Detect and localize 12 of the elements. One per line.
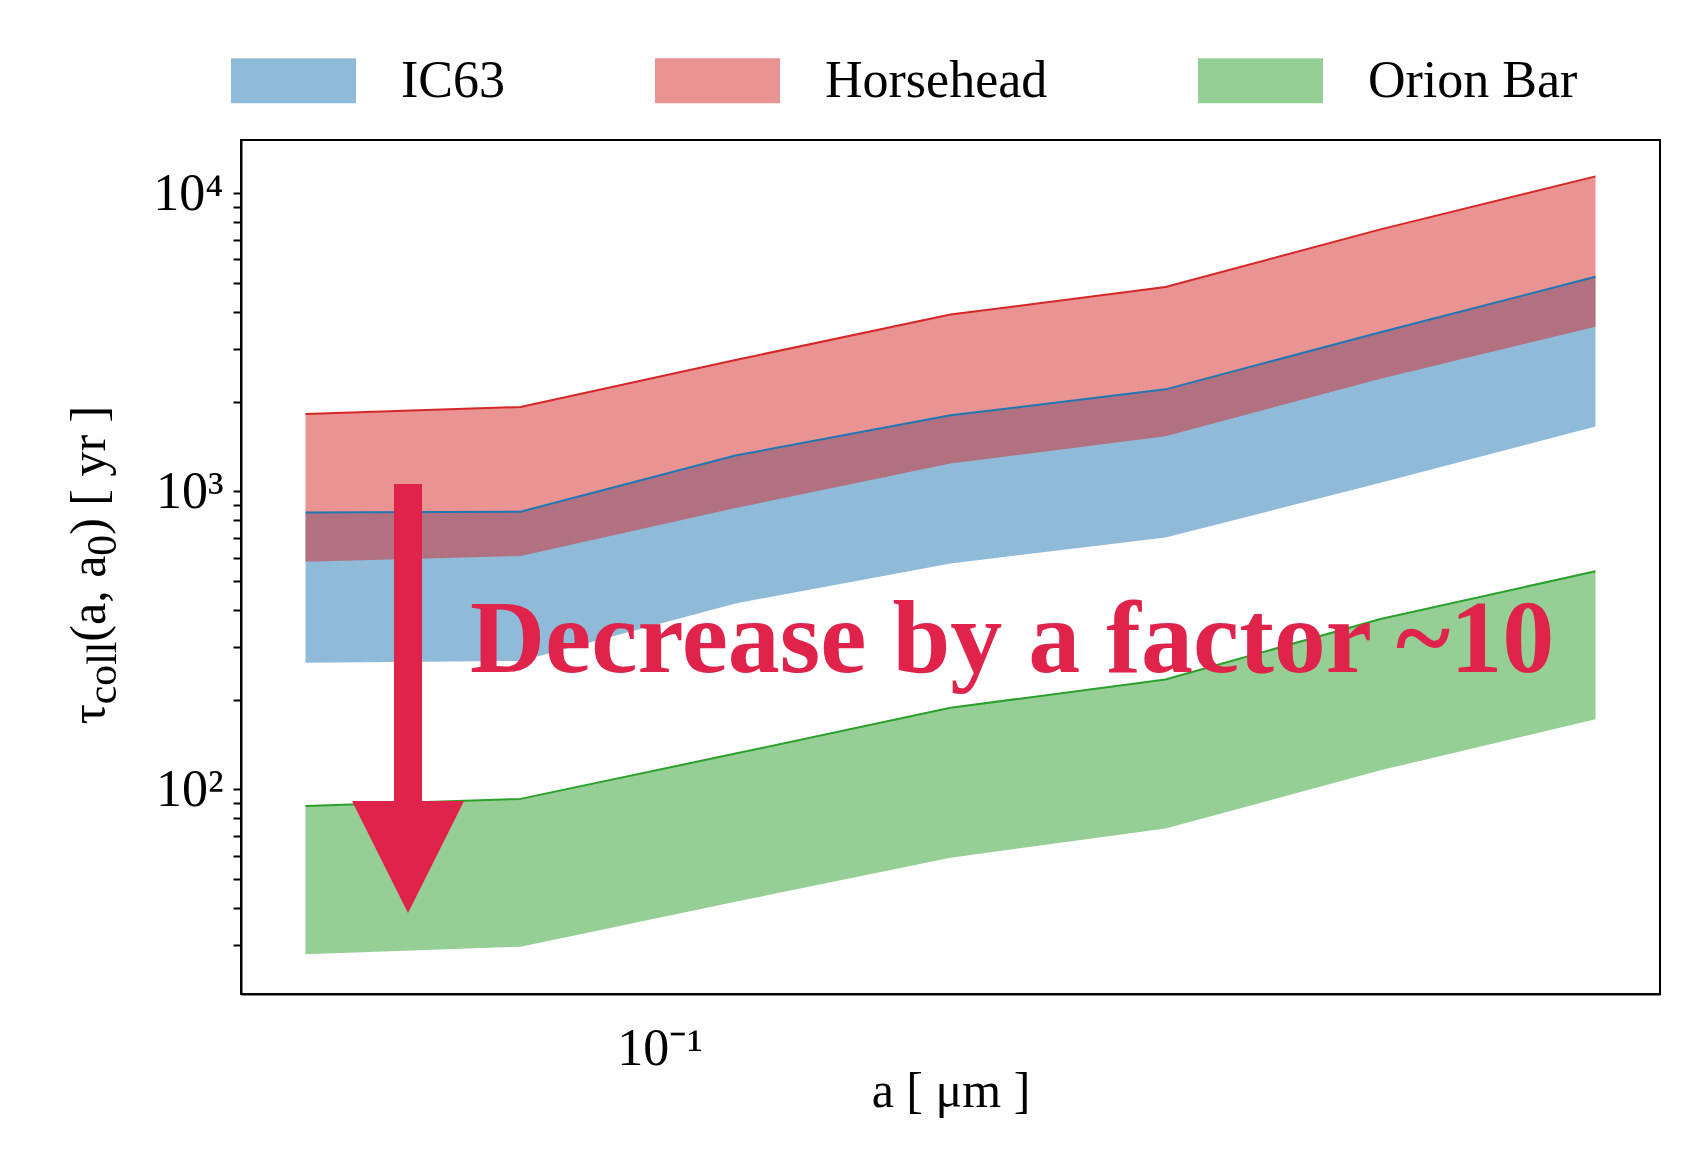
annotation: Decrease by a factor ~10 [470, 579, 1555, 694]
text: 10⁻¹ [617, 1019, 703, 1076]
x-axis-title: a [ μm ] [871, 1061, 1031, 1118]
line-series [304, 275, 1597, 514]
line-series [304, 570, 1597, 808]
legend-label: Horsehead [825, 50, 1048, 108]
y-tick-label: 10³ [155, 461, 224, 519]
legend-label: Orion Bar [1368, 50, 1578, 108]
y-tick-label: 10² [155, 759, 224, 817]
legend-label: IC63 [401, 50, 505, 108]
y-tick-label: 10⁴ [153, 163, 224, 221]
line-series [304, 175, 1597, 415]
